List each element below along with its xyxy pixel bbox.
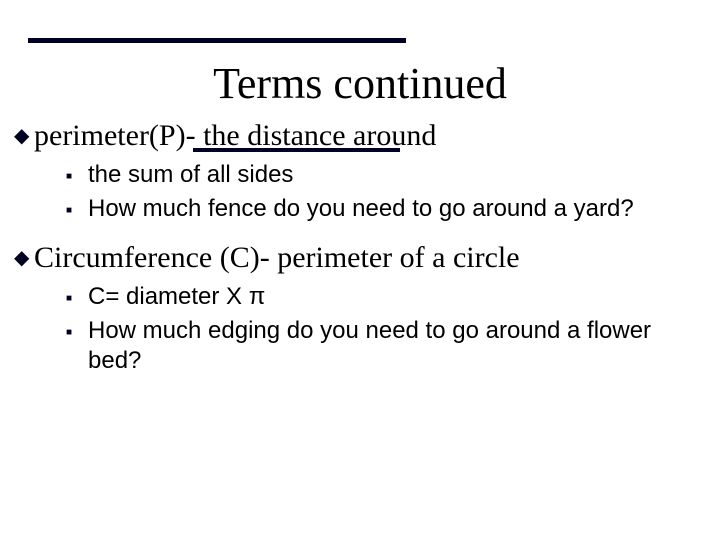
slide-title: Terms continued	[0, 58, 720, 109]
sub-bullet-text: the sum of all sides	[88, 160, 293, 190]
square-bullet-icon: ■	[66, 282, 88, 314]
sub-bullet-text: How much fence do you need to go around …	[88, 194, 634, 224]
square-bullet-icon: ■	[66, 160, 88, 192]
sub-bullet-text: How much edging do you need to go around…	[88, 316, 706, 376]
sub-list: ■ C= diameter X π ■ How much edging do y…	[66, 282, 706, 376]
bullet-text: Circumference (C)- perimeter of a circle	[34, 240, 520, 276]
sub-bullet-text: C= diameter X π	[88, 282, 265, 312]
list-item: ◆ Circumference (C)- perimeter of a circ…	[14, 240, 706, 276]
sub-list: ■ the sum of all sides ■ How much fence …	[66, 160, 706, 226]
slide-content: ◆ perimeter(P)- the distance around ■ th…	[14, 118, 706, 390]
square-bullet-icon: ■	[66, 194, 88, 226]
list-item: ■ How much fence do you need to go aroun…	[66, 194, 706, 226]
list-item: ■ How much edging do you need to go arou…	[66, 316, 706, 376]
diamond-bullet-icon: ◆	[14, 118, 34, 154]
list-item: ◆ perimeter(P)- the distance around	[14, 118, 706, 154]
decorative-top-rule	[28, 38, 406, 43]
list-item: ■ the sum of all sides	[66, 160, 706, 192]
diamond-bullet-icon: ◆	[14, 240, 34, 276]
bullet-text: perimeter(P)- the distance around	[34, 118, 436, 154]
list-item: ■ C= diameter X π	[66, 282, 706, 314]
square-bullet-icon: ■	[66, 316, 88, 348]
